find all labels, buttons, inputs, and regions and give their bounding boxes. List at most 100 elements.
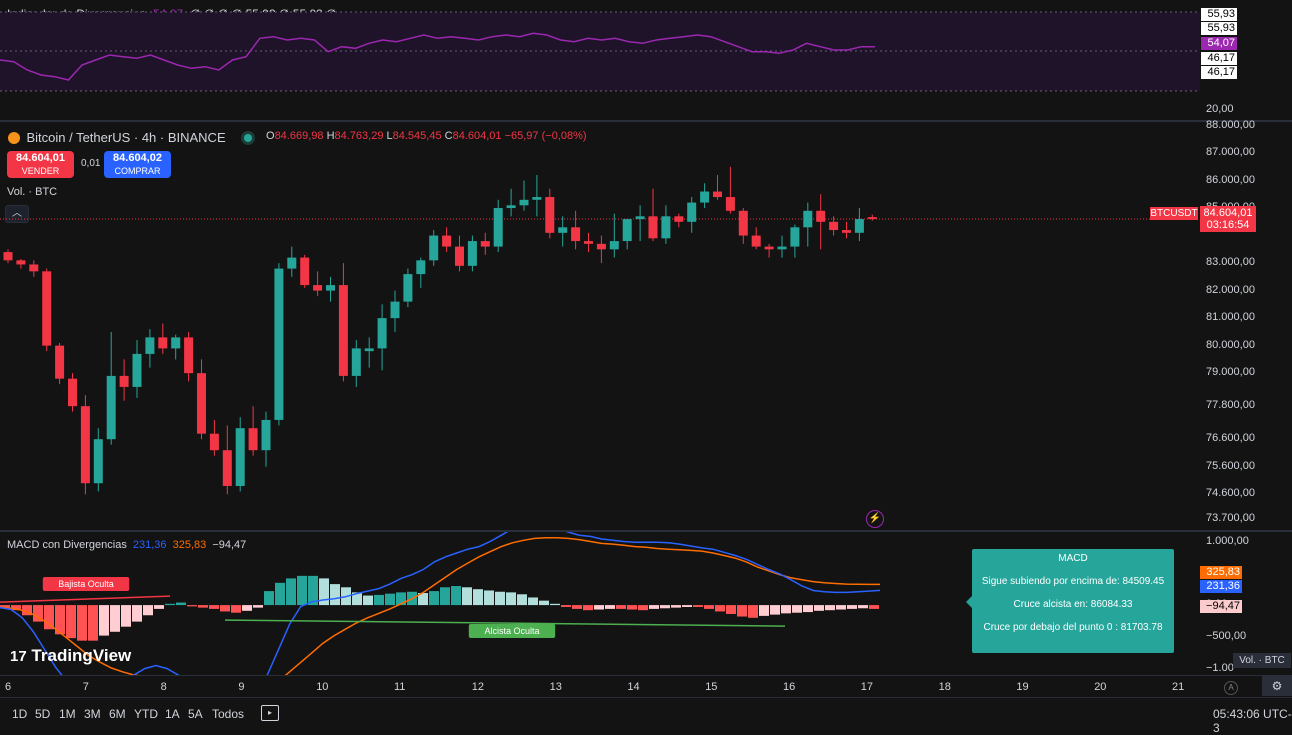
timeframe-button-5d[interactable]: 5D (35, 707, 51, 721)
price-chart[interactable] (0, 120, 1200, 530)
timeframe-button-5a[interactable]: 5A (188, 707, 203, 721)
rsi-axis-label-4: 46,17 (1201, 52, 1237, 65)
macd-histogram-bar (506, 592, 516, 606)
rsi-line (0, 32, 875, 81)
panel-divider-bottom[interactable] (0, 530, 1292, 532)
ohlc-change: −65,97 (−0,08%) (504, 130, 587, 142)
macd-histogram-bar (264, 591, 274, 606)
macd-histogram-bar (110, 605, 120, 632)
candle-body (764, 246, 774, 250)
candle-body (68, 378, 77, 407)
candle-body (609, 241, 619, 250)
macd-plot[interactable]: Bajista Oculta Alcista Oculta (0, 532, 1200, 675)
candle-body (442, 235, 452, 247)
last-price-badge: 84.604,01 03:16:54 (1200, 206, 1256, 232)
time-axis-tick: 11 (394, 681, 406, 693)
macd-histogram-bar (583, 605, 593, 611)
macd-histogram-bar (209, 605, 219, 609)
time-axis-tick: 8 (160, 681, 167, 693)
macd-histogram-bar (429, 591, 439, 606)
timeframe-button-6m[interactable]: 6M (109, 707, 126, 721)
candle-body (132, 353, 142, 387)
macd-histogram-bar (308, 575, 318, 606)
macd-histogram-bar (660, 605, 670, 609)
bullish-divergence-line (224, 619, 786, 627)
candle-body (326, 285, 335, 291)
sell-label: VENDER (21, 166, 60, 176)
candle-body (313, 285, 323, 291)
volume-label[interactable]: Vol. · BTC (7, 186, 58, 198)
macd-line-badge: 231,36 (1200, 580, 1242, 593)
candle-body (571, 227, 581, 242)
sell-button[interactable]: 84.604,01 VENDER (7, 151, 74, 178)
macd-histogram-bar (363, 595, 373, 606)
rsi-axis-label-1: 55,93 (1201, 8, 1237, 21)
candle-body (700, 191, 710, 203)
symbol-header: Bitcoin / TetherUS · 4h · BINANCE (8, 129, 253, 146)
candle-body (622, 219, 632, 242)
time-axis-tick: 12 (471, 681, 485, 693)
macd-histogram-bar (858, 605, 868, 609)
macd-histogram-bar (737, 605, 747, 617)
market-status-icon (244, 133, 253, 142)
time-axis-tick: 13 (549, 681, 562, 693)
timeframe-button-3m[interactable]: 3M (84, 707, 101, 721)
candle-body (545, 197, 555, 233)
rsi-panel: Indicador de Divergencias 54,07 ∅ ∅ ∅ ∅ … (0, 0, 1200, 120)
timeframe-button-1m[interactable]: 1M (59, 707, 76, 721)
time-axis-tick: 14 (627, 681, 640, 693)
macd-histogram-bar (517, 594, 527, 606)
toolbar-divider (0, 697, 1292, 698)
vol-badge[interactable]: Vol. · BTC (1233, 653, 1291, 668)
candle-body (364, 348, 374, 352)
price-axis-tick: 81.000,00 (1206, 311, 1255, 324)
candle-body (300, 257, 310, 286)
macd-histogram-bar (484, 590, 494, 606)
candle-body (3, 252, 13, 261)
macd-histogram-bar (759, 605, 769, 616)
macd-histogram-bar (187, 605, 197, 607)
candle-body (467, 241, 477, 266)
tradingview-logo[interactable]: 17 TradingView (10, 646, 131, 666)
buy-button[interactable]: 84.604,02 COMPRAR (104, 151, 171, 178)
price-axis-tick: 76.600,00 (1206, 432, 1255, 445)
macd-histogram-bar (22, 605, 32, 616)
candle-body (455, 246, 464, 266)
candle-body (738, 210, 748, 236)
timeframe-button-todos[interactable]: Todos (212, 707, 245, 721)
macd-histogram-bar (693, 605, 703, 607)
macd-histogram-bar (462, 587, 472, 606)
timeframe-button-1d[interactable]: 1D (12, 707, 28, 721)
collapse-chevron-icon[interactable]: ︿ (5, 205, 29, 223)
auto-scale-icon[interactable]: A (1224, 681, 1238, 695)
settings-gear-icon[interactable]: ⚙ (1262, 676, 1292, 696)
macd-histogram-bar (814, 605, 824, 611)
candle-body (93, 439, 103, 484)
price-axis-tick: 83.000,00 (1206, 256, 1255, 269)
spread-value: 0,01 (81, 158, 101, 169)
macd-histogram-bar (528, 597, 538, 606)
tooltip-pointer (966, 596, 972, 608)
clock[interactable]: 05:43:06 UTC-3 (1213, 707, 1292, 735)
price-axis-tick: 86.000,00 (1206, 173, 1255, 186)
candle-body (416, 260, 426, 275)
ohlc-h-label: H (326, 130, 335, 142)
symbol-title[interactable]: Bitcoin / TetherUS · 4h · BINANCE (26, 130, 226, 146)
candle-body (816, 210, 826, 222)
timeframe-button-1a[interactable]: 1A (165, 707, 180, 721)
panel-divider-top[interactable] (0, 120, 1292, 122)
macd-histogram-bar (803, 605, 813, 613)
macd-histogram-bar (253, 605, 263, 608)
candle-body (29, 264, 39, 272)
timeframe-button-ytd[interactable]: YTD (134, 707, 158, 721)
date-range-icon[interactable]: ▸ (261, 705, 279, 721)
price-axis[interactable]: 88.000,0087.000,0086.000,0085.000,0083.0… (1200, 119, 1260, 530)
tooltip-line-2: Cruce alcista en: 86084.33 (1013, 599, 1133, 610)
candle-body (377, 318, 387, 349)
lightning-icon[interactable]: ⚡ (866, 510, 884, 528)
tradingview-logo-icon: 17 (10, 648, 27, 665)
candle-body (867, 217, 877, 219)
candle-body (584, 241, 593, 244)
candle-body (222, 450, 232, 486)
candle-body (429, 235, 439, 261)
